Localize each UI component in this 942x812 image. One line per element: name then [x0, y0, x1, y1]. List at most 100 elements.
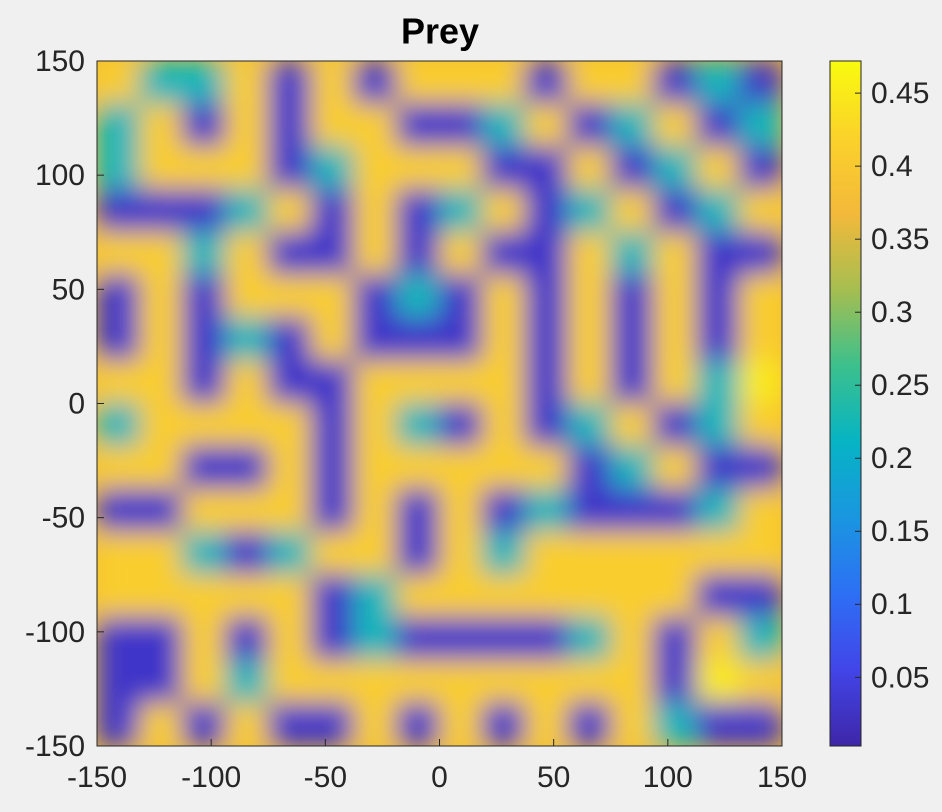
heatmap-cell	[567, 445, 612, 490]
heatmap-cell	[353, 146, 398, 190]
heatmap-cell	[267, 274, 312, 319]
heatmap-cell	[610, 317, 655, 362]
heatmap-cell	[182, 574, 226, 619]
heatmap-cell	[653, 531, 697, 576]
heatmap-cell	[695, 659, 740, 704]
heatmap-cell	[524, 61, 569, 105]
heatmap-cell	[695, 488, 740, 533]
heatmap-cell	[481, 231, 526, 276]
heatmap-cell	[139, 574, 184, 619]
heatmap-cell	[97, 531, 141, 576]
y-tick-label: -100	[25, 616, 85, 649]
heatmap-cell	[610, 574, 655, 619]
heatmap-cell	[97, 617, 141, 661]
colorbar-tick-label: 0.05	[871, 661, 929, 694]
heatmap-cell	[738, 702, 782, 746]
heatmap-cell	[396, 403, 440, 447]
heatmap-cell	[567, 317, 612, 362]
heatmap-cell	[310, 531, 355, 576]
heatmap-cell	[97, 61, 141, 105]
plot-area	[97, 61, 782, 746]
heatmap-cell	[524, 531, 569, 576]
heatmap-cell	[653, 617, 697, 661]
heatmap-cell	[97, 188, 141, 233]
heatmap-cell	[695, 360, 740, 404]
colorbar-tick-label: 0.1	[871, 588, 913, 621]
heatmap-cell	[653, 702, 697, 746]
heatmap-cell	[224, 403, 269, 447]
heatmap-cell	[567, 231, 612, 276]
heatmap-cell	[182, 702, 226, 746]
heatmap-cell	[653, 488, 697, 533]
heatmap-cell	[439, 317, 483, 362]
heatmap-cell	[182, 103, 226, 148]
heatmap-cell	[267, 103, 312, 148]
heatmap-cell	[524, 445, 569, 490]
heatmap-cell	[610, 659, 655, 704]
heatmap-cell	[310, 231, 355, 276]
heatmap-cell	[353, 488, 398, 533]
heatmap-cell	[695, 445, 740, 490]
heatmap-cell	[524, 574, 569, 619]
heatmap-cell	[610, 531, 655, 576]
heatmap-cell	[97, 445, 141, 490]
heatmap-cell	[353, 360, 398, 404]
heatmap-cell	[524, 317, 569, 362]
heatmap-cell	[439, 702, 483, 746]
heatmap-cell	[139, 702, 184, 746]
heatmap-cell	[97, 574, 141, 619]
heatmap-cell	[695, 146, 740, 190]
heatmap-cell	[481, 617, 526, 661]
heatmap-cell	[139, 403, 184, 447]
heatmap-cell	[182, 488, 226, 533]
heatmap-cell	[738, 231, 782, 276]
heatmap-cell	[224, 445, 269, 490]
heatmap-cell	[267, 317, 312, 362]
heatmap-cell	[310, 403, 355, 447]
heatmap-cell	[353, 274, 398, 319]
y-tick-label: 50	[52, 273, 85, 306]
heatmap-cell	[524, 146, 569, 190]
colorbar-tick-label: 0.15	[871, 515, 929, 548]
heatmap-cell	[695, 531, 740, 576]
heatmap-cell	[567, 403, 612, 447]
colorbar-tick-label: 0.4	[871, 150, 913, 183]
heatmap-cell	[396, 274, 440, 319]
heatmap-cell	[353, 61, 398, 105]
heatmap-cell	[310, 659, 355, 704]
heatmap-cell	[396, 617, 440, 661]
heatmap-cell	[481, 317, 526, 362]
heatmap-cell	[396, 188, 440, 233]
heatmap-cell	[139, 445, 184, 490]
heatmap-cell	[738, 617, 782, 661]
heatmap-cell	[224, 317, 269, 362]
heatmap-cell	[524, 659, 569, 704]
heatmap-cell	[610, 617, 655, 661]
heatmap-cell	[567, 360, 612, 404]
heatmap-cell	[224, 103, 269, 148]
heatmap-cell	[439, 445, 483, 490]
heatmap-cell	[610, 702, 655, 746]
heatmap-cell	[524, 702, 569, 746]
heatmap-cell	[182, 445, 226, 490]
heatmap-cell	[310, 317, 355, 362]
heatmap-cell	[353, 403, 398, 447]
heatmap-cell	[738, 103, 782, 148]
heatmap-cell	[439, 61, 483, 105]
heatmap-cell	[481, 360, 526, 404]
heatmap-cell	[695, 231, 740, 276]
heatmap-cell	[567, 659, 612, 704]
heatmap-cell	[738, 574, 782, 619]
y-tick-label: 100	[35, 159, 85, 192]
heatmap-cell	[139, 274, 184, 319]
heatmap	[97, 61, 782, 746]
heatmap-cell	[310, 488, 355, 533]
heatmap-cell	[738, 659, 782, 704]
heatmap-cell	[139, 531, 184, 576]
heatmap-cell	[610, 103, 655, 148]
heatmap-cell	[610, 360, 655, 404]
colorbar-tick-label: 0.2	[871, 442, 913, 475]
colorbar-tick-label: 0.35	[871, 223, 929, 256]
heatmap-cell	[139, 360, 184, 404]
heatmap-cell	[182, 188, 226, 233]
